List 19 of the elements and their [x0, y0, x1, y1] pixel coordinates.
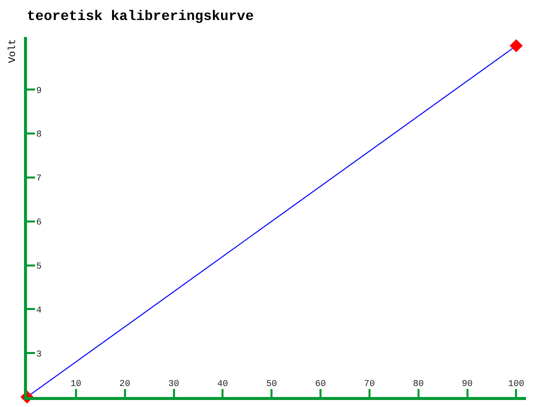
y-axis-title: Volt [7, 38, 19, 63]
chart-title: teoretisk kalibreringskurve [26, 8, 254, 25]
y-tick-label: 7 [36, 174, 42, 184]
y-tick-label: 9 [36, 86, 42, 96]
x-tick-label: 80 [412, 379, 424, 389]
x-tick-label: 10 [70, 379, 82, 389]
y-tick-label: 6 [36, 218, 42, 228]
y-tick-label: 8 [36, 130, 42, 140]
y-tick-label: 5 [36, 261, 42, 272]
x-tick-label: 50 [266, 379, 278, 389]
x-tick-label: 20 [119, 379, 130, 389]
x-tick-label: 90 [462, 379, 473, 389]
y-tick-label: 4 [36, 305, 42, 316]
y-tick-label: 3 [36, 349, 42, 360]
x-tick-label: 100 [508, 379, 524, 389]
x-tick-label: 60 [315, 379, 326, 389]
x-tick-label: 30 [168, 379, 180, 389]
x-tick-label: 70 [364, 379, 375, 389]
x-tick-label: 40 [217, 379, 228, 389]
